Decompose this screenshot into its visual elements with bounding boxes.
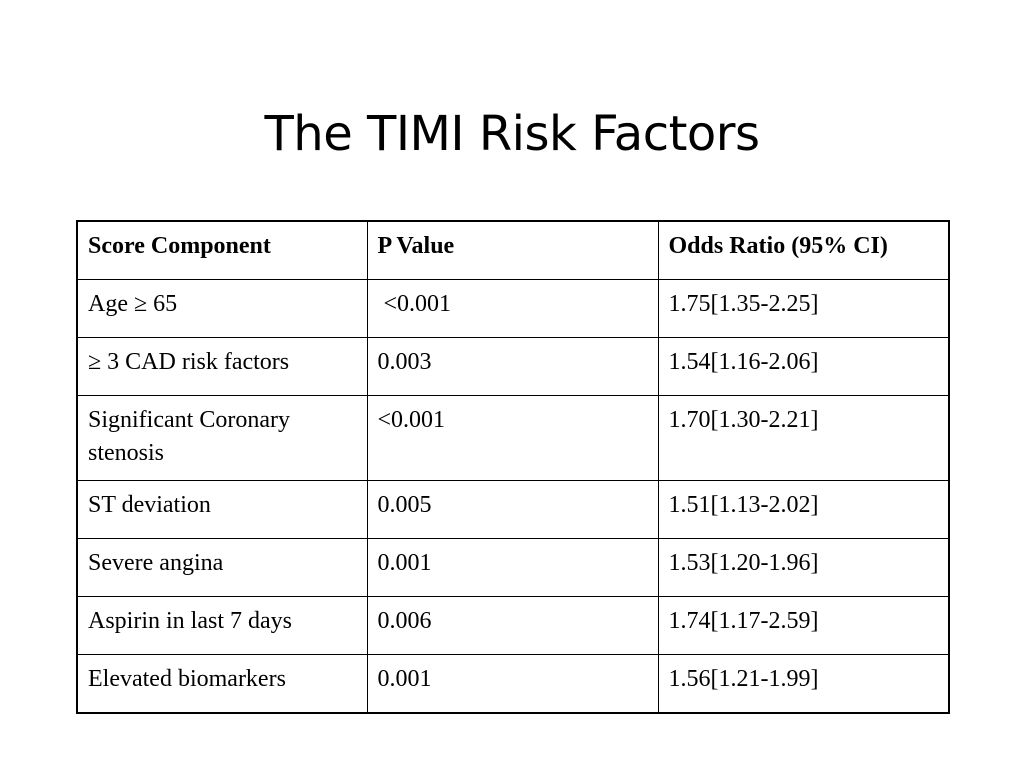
table-row: Significant Coronary stenosis <0.001 1.7… <box>76 395 950 481</box>
cell-score-component: Significant Coronary stenosis <box>76 395 368 481</box>
table-row: Elevated biomarkers 0.001 1.56[1.21-1.99… <box>76 654 950 714</box>
table-row: ST deviation 0.005 1.51[1.13-2.02] <box>76 480 950 539</box>
cell-p-value: <0.001 <box>366 279 659 338</box>
cell-odds-ratio: 1.51[1.13-2.02] <box>657 480 950 539</box>
cell-p-value: 0.006 <box>366 596 659 655</box>
header-odds-ratio: Odds Ratio (95% CI) <box>657 220 950 280</box>
timi-risk-table: Score Component P Value Odds Ratio (95% … <box>76 220 950 714</box>
cell-score-component: ST deviation <box>76 480 368 539</box>
cell-score-component: Elevated biomarkers <box>76 654 368 714</box>
table-header-row: Score Component P Value Odds Ratio (95% … <box>76 220 950 280</box>
table-row: ≥ 3 CAD risk factors 0.003 1.54[1.16-2.0… <box>76 337 950 396</box>
table-row: Aspirin in last 7 days 0.006 1.74[1.17-2… <box>76 596 950 655</box>
cell-p-value: 0.003 <box>366 337 659 396</box>
cell-score-component: Severe angina <box>76 538 368 597</box>
cell-odds-ratio: 1.53[1.20-1.96] <box>657 538 950 597</box>
cell-odds-ratio: 1.74[1.17-2.59] <box>657 596 950 655</box>
cell-p-value: 0.001 <box>366 654 659 714</box>
cell-score-component: Aspirin in last 7 days <box>76 596 368 655</box>
table-row: Severe angina 0.001 1.53[1.20-1.96] <box>76 538 950 597</box>
cell-p-value: 0.001 <box>366 538 659 597</box>
cell-odds-ratio: 1.56[1.21-1.99] <box>657 654 950 714</box>
slide-title: The TIMI Risk Factors <box>264 106 760 162</box>
cell-score-component: Age ≥ 65 <box>76 279 368 338</box>
cell-odds-ratio: 1.70[1.30-2.21] <box>657 395 950 481</box>
cell-score-component: ≥ 3 CAD risk factors <box>76 337 368 396</box>
cell-p-value: <0.001 <box>366 395 659 481</box>
header-p-value: P Value <box>366 220 659 280</box>
cell-odds-ratio: 1.75[1.35-2.25] <box>657 279 950 338</box>
header-score-component: Score Component <box>76 220 368 280</box>
cell-odds-ratio: 1.54[1.16-2.06] <box>657 337 950 396</box>
cell-p-value: 0.005 <box>366 480 659 539</box>
table-row: Age ≥ 65 <0.001 1.75[1.35-2.25] <box>76 279 950 338</box>
